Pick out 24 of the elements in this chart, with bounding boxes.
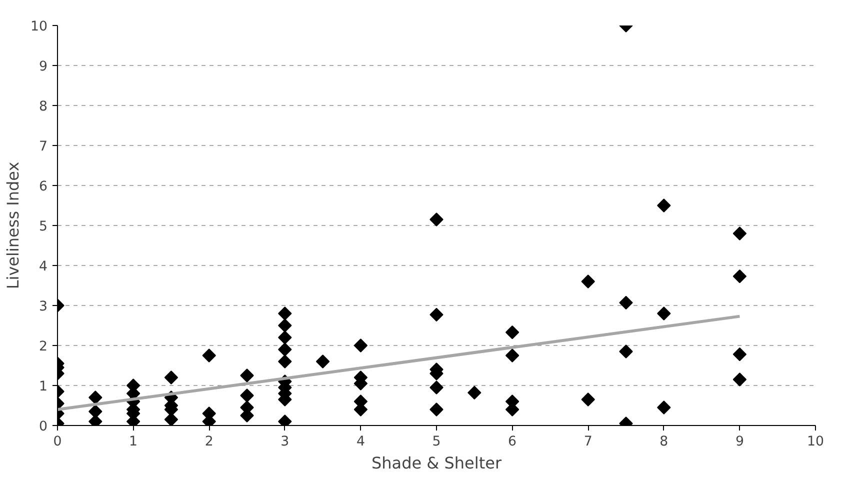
y-tick-label: 2 [39,340,48,354]
x-tick-label: 3 [280,434,290,450]
x-tick-label: 2 [204,434,214,450]
y-tick-label: 7 [39,140,48,154]
x-tick-label: 1 [129,434,138,450]
y-tick-label: 8 [39,100,48,114]
y-axis-title: Liveliness Index [4,162,23,290]
x-tick-label: 0 [53,434,62,450]
y-tick-label: 1 [39,380,48,394]
x-axis-title: Shade & Shelter [371,454,502,472]
x-tick-label: 5 [432,434,441,450]
y-tick-label: 0 [39,420,48,434]
x-tick-label: 9 [735,434,744,450]
x-tick-label: 10 [807,434,824,450]
x-tick-label: 7 [584,434,592,450]
x-tick-label: 4 [356,434,365,450]
x-tick-label: 6 [508,434,517,450]
y-tick-label: 9 [39,60,48,74]
y-tick-label: 6 [39,180,48,194]
y-tick-label: 4 [39,260,48,274]
y-tick-label: 3 [39,300,48,314]
y-tick-label: 5 [39,220,48,234]
y-tick-label: 10 [30,20,48,34]
x-tick-label: 8 [660,434,668,450]
